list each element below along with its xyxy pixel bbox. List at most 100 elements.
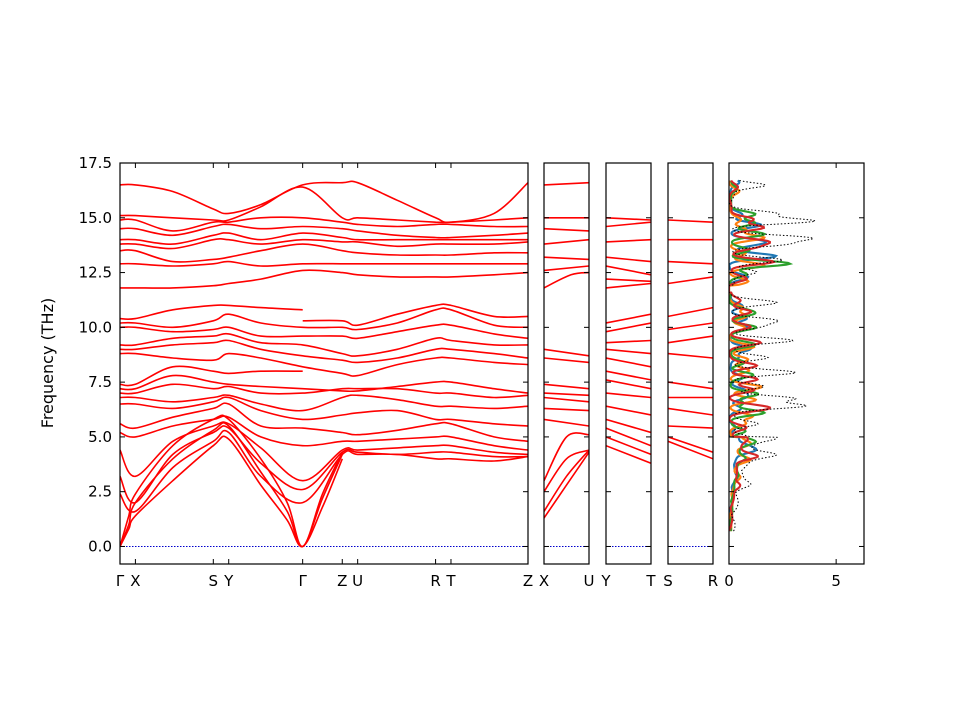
plot-area-SR (668, 219, 713, 547)
band-line (120, 238, 528, 250)
band-line (668, 276, 713, 285)
band-line (544, 449, 589, 512)
y-tick-label: 5.0 (88, 428, 112, 446)
band-line (120, 415, 528, 451)
band-line (668, 322, 713, 331)
band-line (606, 392, 651, 399)
dos-series-line (729, 180, 816, 532)
x-tick-label: Γ (116, 572, 125, 590)
band-line (668, 352, 713, 359)
y-tick-label: 2.5 (88, 483, 112, 501)
band-line (606, 256, 651, 263)
band-line (120, 383, 528, 399)
band-line (120, 216, 528, 232)
band-line (120, 307, 528, 331)
x-tick-label: 5 (831, 572, 841, 590)
x-tick-label: 0 (724, 572, 734, 590)
band-line (606, 322, 651, 333)
plot-area-dos (729, 179, 816, 532)
band-line (544, 181, 589, 186)
x-tick-label: X (539, 572, 549, 590)
panel-main: 0.02.55.07.510.012.515.017.5Γ X S Y Γ Z U R T Z (79, 154, 534, 590)
band-line (120, 435, 344, 548)
band-line (544, 256, 589, 261)
x-tick-label: Z (337, 572, 347, 590)
band-line (606, 238, 651, 243)
x-tick-label: X (130, 572, 140, 590)
band-line (606, 339, 651, 344)
band-line (120, 421, 528, 482)
band-line (606, 265, 651, 276)
band-line (606, 357, 651, 368)
band-line (606, 444, 651, 464)
band-line (544, 418, 589, 427)
band-line (120, 425, 528, 504)
y-axis-label: Frequency (THz) (38, 298, 57, 428)
band-line (120, 394, 528, 412)
y-tick-label: 0.0 (88, 537, 112, 555)
x-tick-label: Y (223, 572, 234, 590)
band-line (120, 260, 528, 267)
band-line (544, 396, 589, 403)
band-line (120, 186, 528, 224)
band-line (120, 339, 528, 364)
band-line (668, 381, 713, 390)
band-line (606, 436, 651, 456)
band-line (606, 348, 651, 355)
band-line (544, 392, 589, 397)
panel-frame (728, 162, 865, 565)
y-tick-label: 12.5 (79, 264, 112, 282)
y-tick-label: 7.5 (88, 373, 112, 391)
x-tick-label: Γ (298, 572, 307, 590)
panel-frame (667, 162, 714, 565)
y-tick-label: 17.5 (79, 154, 112, 172)
band-line (120, 429, 528, 513)
band-line (606, 427, 651, 447)
band-line (120, 365, 303, 387)
panels-layer: 0.02.55.07.510.012.515.017.5Γ X S Y Γ Z U R T Z X U… (79, 154, 865, 590)
plot-area-main (120, 180, 528, 548)
band-line (668, 306, 713, 318)
band-line (544, 271, 589, 289)
band-line (544, 348, 589, 357)
band-line (120, 243, 528, 263)
x-tick-label: T (445, 572, 456, 590)
plot-area-YT (606, 217, 651, 547)
x-tick-label: Y (600, 572, 611, 590)
x-tick-label: S (209, 572, 219, 590)
band-line (606, 282, 651, 289)
band-line (544, 383, 589, 390)
band-line (606, 217, 651, 221)
band-line (120, 374, 528, 394)
band-line (544, 238, 589, 245)
band-line (606, 278, 651, 283)
band-line (668, 219, 713, 223)
band-line (668, 260, 713, 265)
band-line (544, 227, 589, 232)
plot-area-XU (544, 181, 589, 547)
band-line (668, 425, 713, 429)
band-line (120, 402, 528, 443)
x-tick-label: U (584, 572, 595, 590)
y-tick-label: 10.0 (79, 318, 112, 336)
band-line (606, 405, 651, 416)
band-line (606, 379, 651, 390)
band-line (668, 407, 713, 416)
band-line (120, 269, 528, 289)
band-line (668, 335, 713, 344)
band-line (544, 407, 589, 412)
x-tick-label: T (645, 572, 656, 590)
band-line (544, 265, 589, 272)
band-line (544, 432, 589, 482)
band-line (120, 332, 528, 357)
band-line (120, 223, 528, 239)
band-line (606, 221, 651, 228)
band-line (120, 232, 528, 245)
band-line (302, 303, 528, 327)
dos-series-line (729, 179, 776, 532)
band-line (668, 436, 713, 453)
